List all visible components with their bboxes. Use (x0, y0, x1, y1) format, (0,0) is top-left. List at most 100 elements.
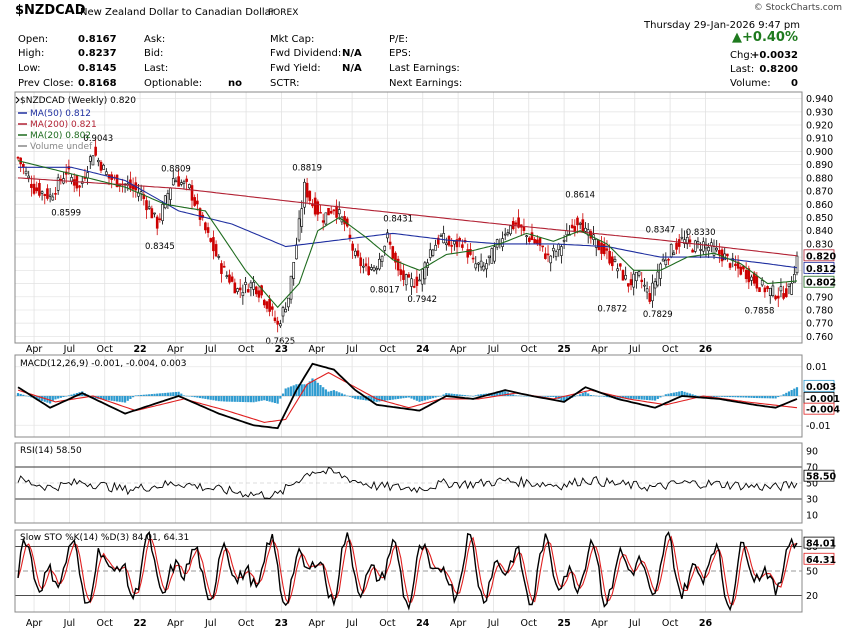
macd-hist-tag-text: 0.003 (806, 382, 836, 393)
candle-body (517, 217, 520, 228)
macd-histogram-bar (645, 396, 649, 400)
macd-histogram-bar (113, 396, 116, 402)
candle-body (469, 249, 472, 255)
macd-histogram-bar (584, 391, 587, 396)
candle-body (150, 208, 154, 219)
sto-d-tag: 64.31 (803, 552, 836, 566)
candle-body (672, 252, 676, 255)
candle-body (790, 283, 793, 295)
price-x-tick-label: Jul (345, 344, 357, 355)
macd-histogram-bar (603, 396, 606, 397)
macd-histogram-bar (447, 393, 451, 396)
price-y-tick-label: 0.870 (806, 187, 833, 198)
candle-body (222, 265, 226, 268)
macd-histogram-bar (777, 396, 780, 398)
candle-body (771, 285, 775, 296)
price-x-tick-label: 26 (699, 344, 713, 355)
candle-body (372, 266, 376, 271)
candle-body (313, 197, 317, 215)
candle-body (257, 290, 261, 298)
candle-body (546, 253, 550, 256)
collapse-icon (15, 96, 20, 104)
candle-body (768, 288, 772, 296)
price-x-tick-label: Apr (450, 344, 467, 355)
price-x-tick-label: Apr (167, 344, 184, 355)
candle-body (458, 237, 462, 241)
candle-body (677, 239, 681, 247)
price-y-tick-label: 0.880 (806, 173, 833, 184)
macd-histogram-bar (589, 395, 592, 396)
price-annotation: 0.8809 (161, 165, 191, 175)
sto-x-tick-label: Apr (309, 618, 326, 629)
candle-body (581, 219, 585, 233)
macd-histogram-bar (587, 393, 590, 396)
macd-histogram-bar (156, 393, 159, 396)
bid-label: Bid: (144, 48, 164, 59)
macd-histogram-bar (372, 396, 376, 402)
candle-body (353, 250, 357, 256)
macd-histogram-bar (247, 396, 250, 403)
macd-histogram-bar (769, 396, 772, 399)
macd-histogram-bar (686, 392, 689, 396)
candle-body (327, 207, 330, 216)
ask-label: Ask: (144, 34, 166, 45)
candle-body (337, 209, 341, 215)
candle-body (399, 269, 403, 275)
macd-histogram-bar (482, 393, 485, 396)
macd-histogram-bar (354, 396, 357, 399)
candle-body (530, 232, 534, 241)
candle-body (758, 287, 761, 293)
optionable-label: Optionable: (144, 78, 203, 89)
macd-histogram-bar (359, 396, 362, 400)
candle-body (651, 282, 654, 302)
candle-body (204, 222, 207, 231)
macd-histogram-bar (742, 396, 745, 398)
candle-body (752, 272, 756, 284)
candle-body (402, 270, 405, 280)
fwd-yield-value: N/A (342, 63, 362, 74)
macd-histogram-bar (560, 396, 563, 401)
candle-body (718, 250, 721, 255)
sto-d-line (17, 535, 798, 606)
candle-body (693, 240, 697, 252)
candle-body (715, 247, 718, 251)
ma200-line (17, 177, 798, 257)
price-title: $NZDCAD (Weekly) 0.820 (20, 96, 136, 106)
macd-histogram-bar (771, 396, 775, 399)
candle-body (691, 249, 694, 253)
macd-histogram-bar (720, 396, 724, 397)
candle-body (538, 237, 542, 246)
macd-histogram-bar (335, 391, 338, 396)
sto-x-tick-label: Oct (379, 618, 396, 629)
open-label: Open: (18, 34, 49, 45)
sto-d-tag-text: 64.31 (806, 555, 836, 566)
price-y-tick-label: 0.930 (806, 107, 833, 118)
macd-histogram-bar (423, 396, 427, 401)
candle-body (335, 205, 338, 218)
candle-body (153, 212, 156, 215)
macd-histogram-bar (303, 384, 306, 396)
candle-body (779, 286, 783, 292)
candle-body (685, 237, 689, 245)
macd-histogram-bar (426, 396, 429, 400)
candle-body (56, 177, 60, 191)
sto-x-tick-label: 22 (133, 618, 146, 629)
ma20-line (17, 160, 798, 309)
last-label-col2: Last: (144, 63, 169, 74)
candle-body (776, 295, 780, 299)
candle-body (228, 274, 231, 283)
candle-body (739, 266, 743, 275)
ma50-tag-box (803, 261, 835, 274)
candle-body (380, 255, 384, 262)
candle-body (225, 275, 229, 277)
macd-title: MACD(12,26,9) -0.001, -0.004, 0.003 (20, 359, 186, 369)
sto-x-tick-label: Jul (628, 618, 640, 629)
macd-histogram-bar (592, 395, 595, 396)
macd-histogram-bar (563, 396, 566, 402)
candle-body (514, 222, 518, 225)
price-annotation: 0.7858 (745, 306, 775, 316)
sto-k-tag-box (803, 536, 835, 549)
macd-hist-tag: 0.003 (803, 379, 836, 393)
macd-histogram-bar (204, 396, 207, 399)
candle-body (584, 227, 587, 232)
